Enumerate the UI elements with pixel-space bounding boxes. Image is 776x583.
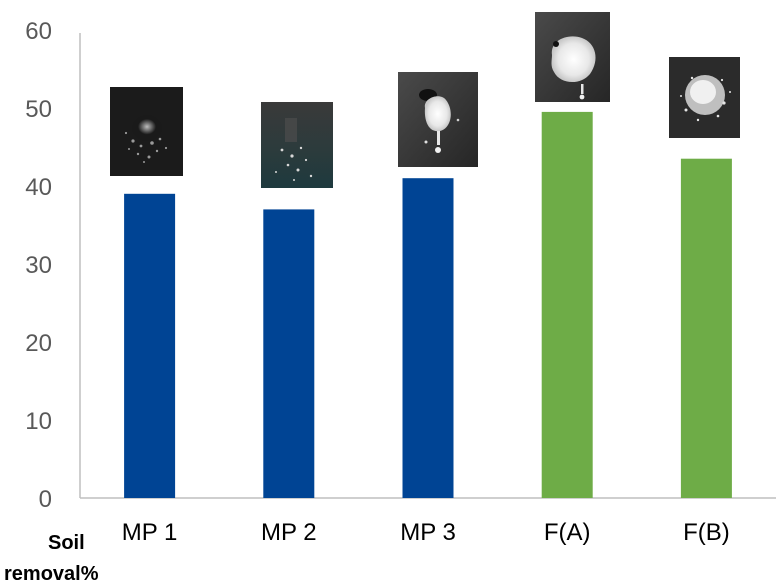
- photo-fa: [535, 12, 610, 102]
- x-tick-label: MP 2: [261, 519, 317, 546]
- y-tick-label: 0: [39, 486, 52, 513]
- bar: [541, 111, 593, 499]
- y-tick-label: 10: [25, 408, 52, 435]
- y-tick-labels: 0 10 20 30 40 50 60: [25, 18, 52, 513]
- bar: [263, 209, 315, 498]
- x-tick-label: MP 1: [122, 519, 178, 546]
- y-tick-label: 60: [25, 18, 52, 45]
- y-tick-label: 40: [25, 174, 52, 201]
- x-tick-label: F(A): [544, 519, 591, 546]
- photo-fb: [669, 57, 740, 138]
- bar: [402, 178, 454, 498]
- bars: [124, 111, 732, 499]
- bar-photos: [110, 12, 740, 188]
- y-axis-label-line2: removal%: [4, 563, 99, 583]
- y-tick-label: 20: [25, 330, 52, 357]
- x-tick-label: F(B): [683, 519, 730, 546]
- y-tick-label: 30: [25, 252, 52, 279]
- photo-mp2: [261, 102, 333, 188]
- photo-mp3: [398, 72, 478, 167]
- photo-mp1: [110, 87, 183, 176]
- bar: [680, 158, 732, 498]
- bar: [124, 193, 176, 499]
- x-tick-label: MP 3: [400, 519, 456, 546]
- y-axis-label: Soil removal%: [4, 532, 99, 583]
- x-tick-labels: MP 1 MP 2 MP 3 F(A) F(B): [122, 519, 730, 546]
- y-tick-label: 50: [25, 96, 52, 123]
- y-axis-label-line1: Soil: [48, 532, 85, 554]
